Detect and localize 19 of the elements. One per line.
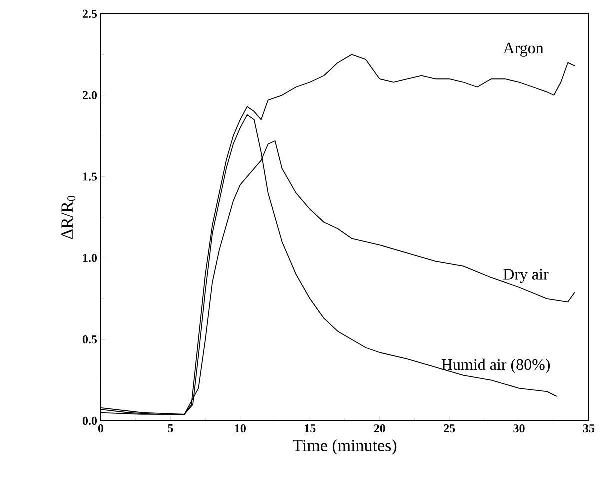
y-tick-label: 0.0 xyxy=(82,416,98,426)
x-tick-label: 5 xyxy=(168,424,174,432)
x-tick-label: 35 xyxy=(583,424,595,433)
x-tick-label: 0 xyxy=(98,424,104,433)
y-tick-label: 2.5 xyxy=(82,10,98,18)
x-tick-label: 25 xyxy=(444,424,456,433)
x-tick-label: 10 xyxy=(235,424,246,433)
x-tick-label: 30 xyxy=(514,424,525,433)
y-axis-title: ΔR/R$_{0}$ xyxy=(62,196,76,240)
x-tick-label: 20 xyxy=(374,424,386,433)
series-label: Humid air (80%) xyxy=(442,358,550,374)
y-tick-label: 1.0 xyxy=(83,254,98,262)
y-tick-label: 2.0 xyxy=(82,91,98,100)
series-label: Argon xyxy=(503,42,544,57)
x-axis-title: Time (minutes) xyxy=(292,440,397,455)
series-label: Dry air xyxy=(504,269,549,284)
y-tick-label: 1.5 xyxy=(83,172,98,181)
y-tick-label: 0.5 xyxy=(82,336,98,344)
x-tick-label: 15 xyxy=(305,424,316,433)
